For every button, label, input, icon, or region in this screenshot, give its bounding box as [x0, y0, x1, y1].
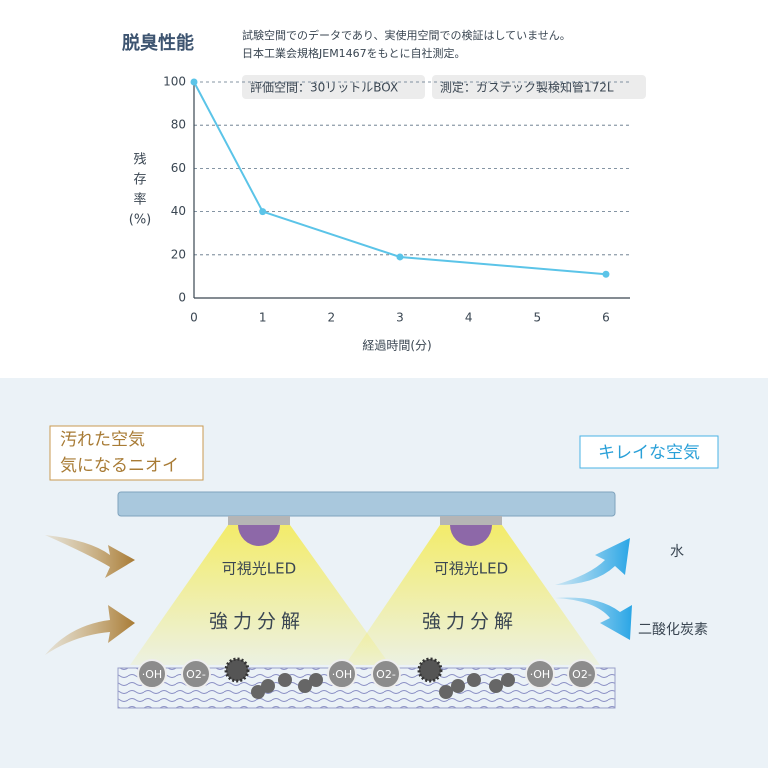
odor: [224, 657, 250, 683]
molecule: [137, 659, 167, 689]
chart-title: 脱臭性能: [122, 32, 194, 54]
tag: 測定：ガステック製検知管172L: [440, 80, 614, 95]
molecule: [567, 659, 597, 689]
x-tick-label: 1: [259, 311, 267, 325]
label-box: [579, 435, 719, 469]
x-tick-label: 4: [465, 311, 473, 325]
chart: 脱臭性能 試験空間でのデータであり、実使用空間での検証はしていません。 日本工業…: [122, 28, 646, 353]
label-box: [49, 425, 204, 481]
y-axis-label: 存: [133, 173, 146, 188]
led: [228, 516, 290, 525]
arrow: [45, 605, 135, 655]
y-tick-label: 40: [171, 204, 186, 218]
light-cone: [345, 525, 600, 665]
x-tick-label: 0: [190, 311, 198, 325]
particle: [467, 673, 481, 687]
y-tick-label: 60: [171, 161, 186, 175]
water: 水: [670, 544, 684, 560]
note: 試験空間でのデータであり、実使用空間での検証はしていません。: [242, 28, 571, 42]
led-lens: [450, 525, 492, 546]
shelf: [117, 491, 616, 517]
molecule: [181, 659, 211, 689]
chart-bg: [0, 0, 768, 378]
dirty-air: 汚れた空気: [60, 430, 145, 450]
note: 日本工業会規格JEM1467をもとに自社測定。: [242, 46, 465, 60]
x-tick-label: 3: [396, 311, 404, 325]
y-tick-label: 80: [171, 118, 186, 132]
molecule-label: O2-: [376, 668, 396, 681]
tag: 評価空間：30リットルBOX: [250, 80, 398, 95]
y-tick-label: 100: [163, 75, 186, 89]
decompose: 強力分解: [422, 611, 518, 633]
molecule-label: ·OH: [530, 668, 550, 681]
molecule-label: O2-: [572, 668, 592, 681]
molecule: [525, 659, 555, 689]
molecule-label: ·OH: [332, 668, 352, 681]
particle: [251, 685, 265, 699]
odor: [417, 657, 443, 683]
clean-air: キレイな空気: [598, 443, 700, 463]
particle: [501, 673, 515, 687]
point: [259, 208, 267, 216]
line: [193, 81, 607, 276]
y-tick-label: 0: [178, 291, 186, 305]
decompose: 強力分解: [209, 611, 305, 633]
x-tick-label: 2: [328, 311, 336, 325]
y-tick-label: 20: [171, 247, 186, 261]
x-tick-label: 6: [602, 311, 610, 325]
arrow: [555, 597, 632, 640]
particle: [489, 679, 503, 693]
led: [440, 516, 502, 525]
co2: 二酸化炭素: [638, 622, 708, 638]
x-tick-label: 5: [533, 311, 541, 325]
point: [602, 270, 610, 278]
light-cone: [130, 525, 390, 665]
led-label: 可視光LED: [222, 560, 296, 578]
y-axis-label: (%): [129, 213, 152, 228]
x-axis-label: 経過時間(分): [362, 339, 431, 353]
particle: [278, 673, 292, 687]
particle: [298, 679, 312, 693]
tag-bg: [242, 75, 425, 99]
molecule-label: O2-: [186, 668, 206, 681]
y-axis-label: 残: [133, 153, 146, 168]
arrow: [45, 535, 135, 578]
led-lens: [238, 525, 280, 546]
particle: [309, 673, 323, 687]
molecule: [327, 659, 357, 689]
y-axis-label: 率: [133, 192, 146, 208]
molecules: ·OH O2- ·OH O2- ·OH O2-: [137, 657, 597, 699]
point: [396, 253, 404, 261]
arrow: [555, 538, 630, 585]
particle: [451, 679, 465, 693]
molecule: [371, 659, 401, 689]
dirty-air: 気になるニオイ: [60, 456, 179, 476]
tag-bg: [432, 75, 646, 99]
particle: [439, 685, 453, 699]
point: [190, 78, 198, 86]
molecule-label: ·OH: [142, 668, 162, 681]
led-label: 可視光LED: [434, 560, 508, 578]
diagram: 汚れた空気 気になるニオイ キレイな空気 可視光LED 可視光LED 強力分解 …: [45, 425, 719, 709]
